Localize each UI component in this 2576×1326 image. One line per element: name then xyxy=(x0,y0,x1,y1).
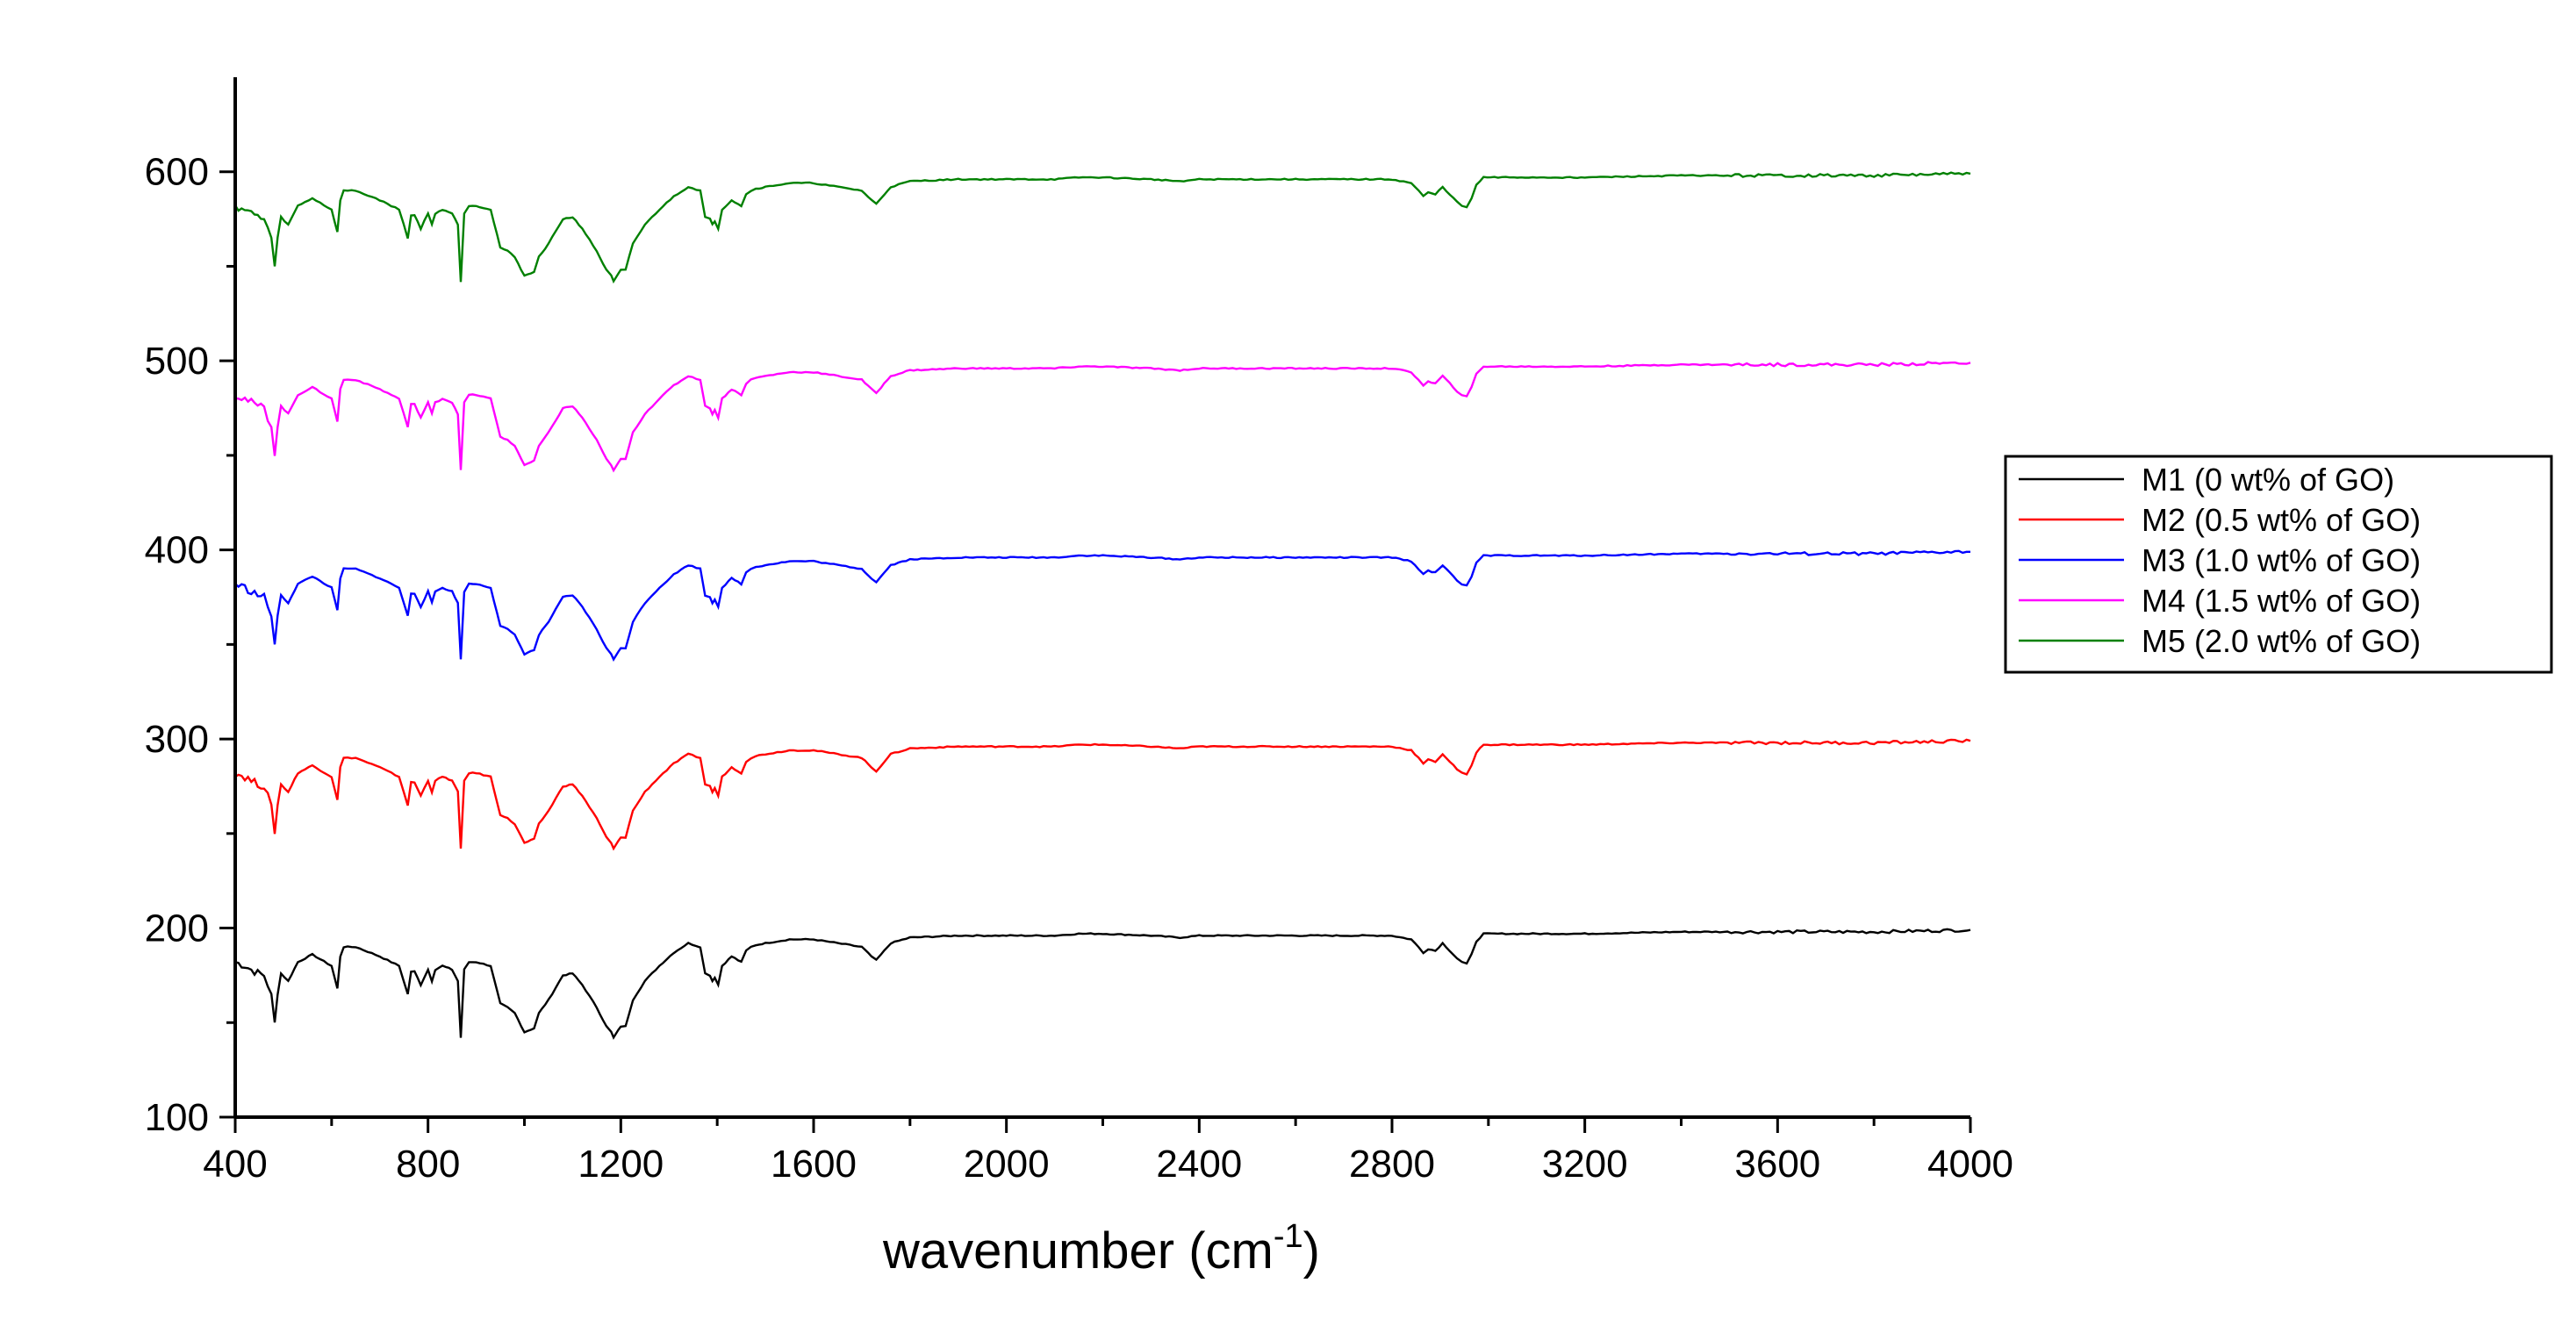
series-line-m1 xyxy=(234,928,1971,1040)
x-axis-title-main: wavenumber (cm xyxy=(882,1222,1274,1279)
x-tick-label: 4000 xyxy=(1927,1143,2013,1186)
x-tick-label: 3600 xyxy=(1734,1143,1820,1186)
legend-label-m5: M5 (2.0 wt% of GO) xyxy=(2142,623,2421,659)
series-layer xyxy=(233,171,1971,1040)
y-tick-label: 300 xyxy=(145,718,209,761)
x-tick-label: 1600 xyxy=(771,1143,857,1186)
series-line-m4 xyxy=(234,361,1971,473)
legend-label-m3: M3 (1.0 wt% of GO) xyxy=(2142,542,2421,578)
legend: M1 (0 wt% of GO) M2 (0.5 wt% of GO) M3 (1.… xyxy=(2004,455,2553,674)
series-line-m5 xyxy=(233,171,1971,284)
x-tick-label: 2400 xyxy=(1156,1143,1242,1186)
x-tick-label: 3200 xyxy=(1542,1143,1628,1186)
legend-label-m2: M2 (0.5 wt% of GO) xyxy=(2142,502,2421,538)
x-axis-title: wavenumber (cm-1) xyxy=(882,1218,1320,1279)
x-axis-title-superscript: -1 xyxy=(1274,1218,1303,1255)
x-axis-title-close: ) xyxy=(1303,1222,1320,1279)
series-line-m3 xyxy=(234,549,1970,662)
legend-label-m4: M4 (1.5 wt% of GO) xyxy=(2142,583,2421,619)
ticks-layer: 400 800 1200 1600 2000 2400 2800 3200 3600 4000 10… xyxy=(145,151,2013,1186)
y-tick-label: 200 xyxy=(145,907,209,950)
y-tick-label: 500 xyxy=(145,340,209,383)
legend-box xyxy=(2004,455,2553,674)
y-tick-label: 600 xyxy=(145,151,209,194)
axes-layer xyxy=(233,77,1970,1119)
series-line-m2 xyxy=(234,738,1971,851)
x-tick-label: 400 xyxy=(203,1143,267,1186)
y-tick-label: 100 xyxy=(145,1096,209,1139)
x-tick-label: 2000 xyxy=(964,1143,1050,1186)
x-tick-label: 800 xyxy=(396,1143,460,1186)
y-tick-label: 400 xyxy=(145,529,209,572)
x-tick-label: 2800 xyxy=(1349,1143,1435,1186)
x-tick-label: 1200 xyxy=(578,1143,664,1186)
legend-label-m1: M1 (0 wt% of GO) xyxy=(2142,462,2394,498)
